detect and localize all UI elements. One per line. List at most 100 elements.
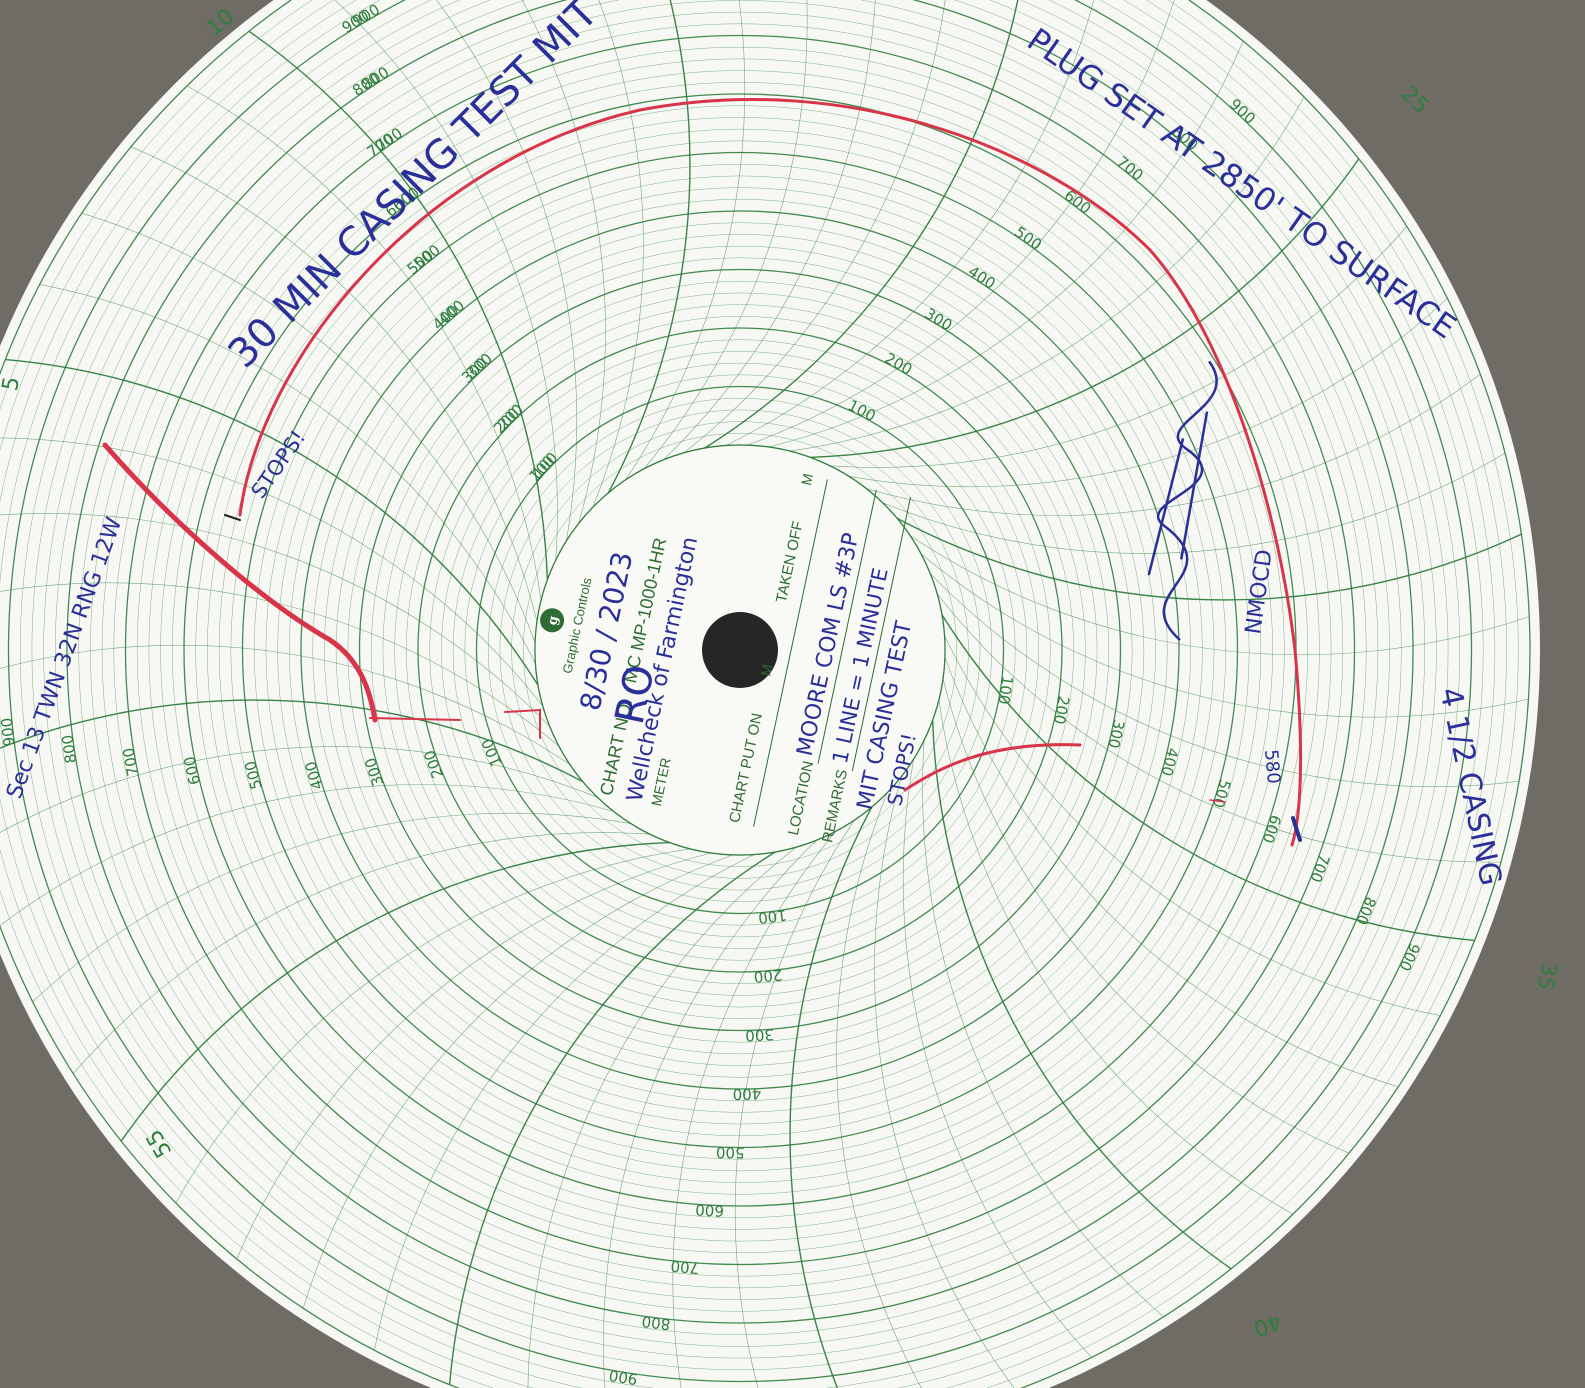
scale-label: 700 — [670, 1257, 700, 1277]
time-line — [936, 593, 1502, 863]
minute-label: 5 — [0, 375, 25, 393]
pressure-ring — [241, 151, 1239, 1149]
time-line — [734, 819, 855, 1388]
pressure-ring — [0, 0, 1496, 1388]
pressure-ring — [136, 46, 1344, 1254]
center-hole — [702, 612, 778, 688]
time-line — [463, 0, 606, 524]
time-line — [941, 614, 1475, 942]
time-line — [810, 158, 1360, 459]
time-line — [789, 96, 1305, 452]
time-line — [882, 452, 1506, 554]
pressure-ring — [265, 175, 1215, 1125]
time-line — [747, 0, 1178, 446]
time-line — [120, 841, 670, 1142]
time-line — [316, 0, 558, 561]
pressure-ring — [78, 0, 1402, 1312]
handwritten-start-psi: 580 — [1260, 749, 1284, 785]
pen-trace — [102, 98, 1303, 847]
time-line — [938, 699, 1294, 1215]
brand-logo: g — [540, 608, 565, 633]
pressure-ring — [218, 128, 1262, 1172]
scale-label: 900 — [608, 1366, 639, 1388]
scale-label: 500 — [716, 1143, 745, 1162]
pressure-ring — [113, 23, 1367, 1277]
time-line — [175, 848, 691, 1204]
time-line — [704, 0, 1032, 449]
pressure-ring — [7, 0, 1473, 1383]
scale-label: 600 — [695, 1200, 725, 1220]
pressure-ring — [19, 0, 1461, 1371]
time-line — [542, 0, 644, 508]
time-line — [929, 573, 1520, 787]
inspector-signature — [1147, 360, 1218, 641]
time-line — [625, 0, 746, 481]
time-line — [0, 644, 571, 765]
pressure-ring — [124, 34, 1356, 1266]
pressure-ring — [429, 339, 1051, 961]
time-line — [836, 792, 938, 1388]
time-line — [248, 30, 549, 580]
pressure-ring — [90, 0, 1390, 1300]
pressure-ring — [253, 163, 1227, 1137]
time-line — [931, 720, 1232, 1270]
pressure-ring — [172, 82, 1308, 1218]
pressure-ring — [277, 187, 1203, 1113]
scale-label: 300 — [745, 1025, 775, 1044]
pressure-ring — [499, 409, 981, 891]
time-line — [944, 657, 1399, 1088]
time-line — [130, 146, 538, 622]
time-line — [725, 0, 1106, 446]
time-line — [607, 0, 691, 494]
pressure-ring — [358, 268, 1122, 1032]
taken-off-unit: M — [798, 472, 816, 487]
pressure-ring — [406, 316, 1074, 984]
time-line — [874, 776, 1017, 1388]
time-line — [866, 373, 1481, 516]
pressure-ring — [324, 234, 1156, 1066]
time-line — [527, 846, 797, 1388]
scale-label: 800 — [58, 734, 80, 765]
pressure-ring — [55, 0, 1425, 1335]
pressure-ring — [511, 421, 969, 879]
time-line — [0, 513, 551, 727]
time-line — [186, 85, 542, 601]
pressure-ring — [160, 70, 1320, 1230]
pressure-ring — [0, 0, 1484, 1388]
time-line — [448, 851, 776, 1385]
time-line — [39, 284, 536, 665]
pressure-ring — [335, 245, 1145, 1055]
time-line — [374, 854, 755, 1351]
time-line — [922, 739, 1164, 1318]
pressure-ring — [452, 362, 1028, 938]
chart-put-on-unit: M — [757, 663, 775, 678]
time-line — [672, 830, 837, 1388]
minute-label: 35 — [1532, 960, 1561, 992]
scale-label: 300 — [1104, 718, 1128, 750]
scale-label: 200 — [1050, 694, 1073, 725]
scale-label: 100 — [757, 906, 788, 927]
time-line — [32, 812, 632, 1002]
time-line — [789, 806, 873, 1388]
time-line — [643, 0, 808, 470]
time-line — [81, 212, 536, 643]
time-line — [236, 852, 712, 1260]
scale-label: 700 — [119, 746, 142, 777]
pressure-ring — [394, 304, 1086, 996]
pressure-ring — [417, 327, 1063, 973]
time-line — [896, 517, 1522, 601]
pressure-ring — [43, 0, 1437, 1347]
time-line — [388, 0, 578, 542]
pressure-ring — [487, 397, 993, 903]
time-line — [829, 226, 1408, 468]
time-line — [663, 0, 877, 461]
pressure-ring — [101, 11, 1379, 1289]
pressure-ring — [475, 385, 1005, 915]
pressure-ring — [148, 58, 1332, 1242]
pressure-ring — [300, 210, 1180, 1090]
time-line — [603, 839, 817, 1388]
pressure-ring — [0, 0, 1519, 1388]
time-line — [683, 0, 953, 454]
scale-label: 400 — [733, 1085, 762, 1103]
time-line — [0, 437, 544, 707]
